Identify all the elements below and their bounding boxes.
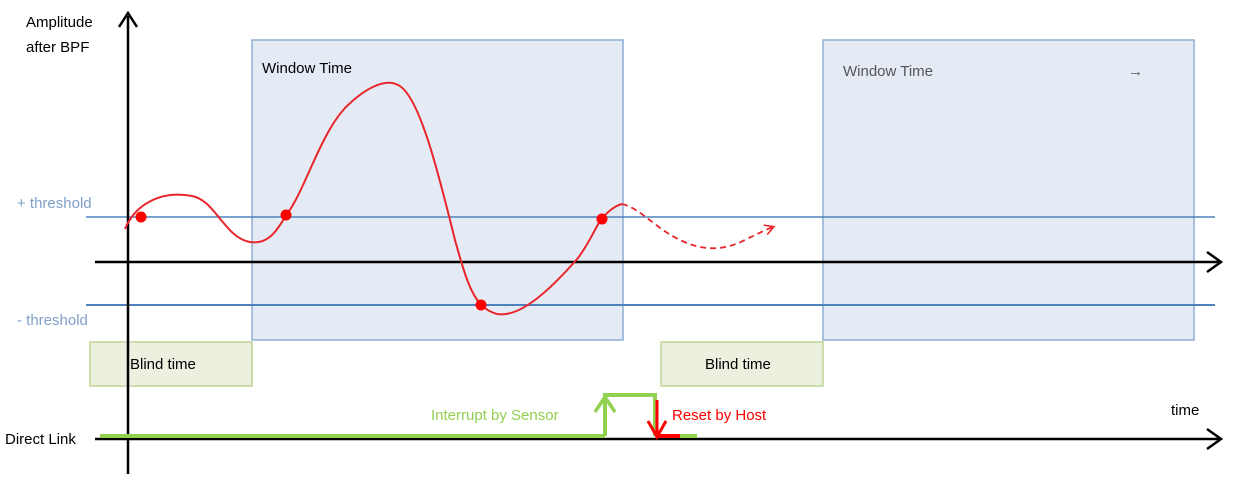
x-axis-arrowhead: [1206, 250, 1224, 274]
direct-link-label: Direct Link: [5, 431, 76, 448]
signal-curve: [124, 81, 623, 316]
y-axis-arrowhead: [117, 10, 139, 28]
interrupt-by-sensor-label: Interrupt by Sensor: [431, 407, 559, 424]
reset-by-host-label: Reset by Host: [672, 407, 767, 424]
x-axis-label: time: [1171, 402, 1199, 419]
reset-arrowhead: [646, 420, 668, 441]
blind-time-label-2: Blind time: [705, 356, 771, 373]
blind-time-label-1: Blind time: [130, 356, 196, 373]
interrupt-arrowhead: [593, 393, 617, 413]
window-time-label-2: Window Time: [843, 63, 933, 80]
crossing-dot-4: [596, 213, 608, 225]
window-time-label-1: Window Time: [262, 60, 352, 77]
signal-projected-dashed: [621, 203, 776, 250]
direct-link-axis-arrowhead: [1206, 427, 1224, 451]
minus-threshold-label: - threshold: [17, 312, 88, 329]
crossing-dot-2: [280, 209, 292, 221]
y-axis-label-line1: Amplitude: [26, 14, 93, 31]
y-axis-label-line2: after BPF: [26, 39, 89, 56]
crossing-dot-1: [135, 211, 147, 223]
plus-threshold-label: + threshold: [17, 195, 92, 212]
window-time-arrow-icon: →: [1128, 63, 1143, 80]
direct-link-signal-high: [603, 393, 657, 436]
crossing-dot-3: [475, 299, 487, 311]
window-time-box-1: [251, 39, 624, 341]
blind-time-box-2: [660, 341, 824, 387]
window-time-box-2: [822, 39, 1195, 341]
blind-time-box-1: [89, 341, 253, 387]
